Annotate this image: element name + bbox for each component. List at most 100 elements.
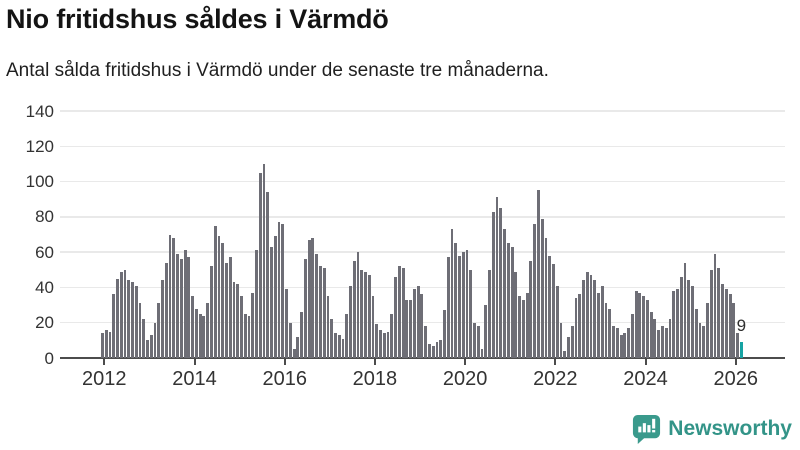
bar [386,331,390,358]
x-tick-label: 2024 [623,368,668,390]
x-tick-label: 2018 [352,368,398,390]
bar [116,278,119,358]
bar [217,236,221,358]
bar [209,266,213,358]
bar [206,303,210,358]
bar [724,289,728,358]
bar [345,313,349,358]
bar [322,268,326,358]
bar [623,333,627,358]
bar [431,345,435,358]
bar [559,322,563,358]
bar [563,350,567,358]
bar [634,290,638,358]
bar [518,296,522,358]
bar [262,163,266,358]
bar [303,259,307,358]
bar [484,305,488,358]
bar [371,296,375,358]
bar [318,266,322,358]
bar [638,292,642,358]
bar [465,250,469,358]
bar [582,280,585,358]
bar [653,319,657,358]
highlighted-bar [739,342,743,358]
bar [717,268,721,358]
bar [506,243,510,358]
x-tick-label: 2012 [82,368,127,390]
x-axis-tick [373,359,376,365]
bar [198,313,202,358]
x-tick-label: 2020 [442,368,488,390]
bar [288,322,292,358]
bar [285,289,288,358]
bar [469,269,473,358]
bar [600,285,604,358]
x-tick-label: 2016 [262,368,307,390]
x-axis-tick [103,359,106,365]
bar [593,280,597,358]
bar [334,333,337,358]
bar [420,294,424,358]
bar [510,246,514,358]
bar [236,283,240,358]
bar [277,222,281,358]
newsworthy-logo-text: Newsworthy [668,416,792,440]
bar [341,338,345,358]
bar [394,276,397,358]
bar [687,280,691,358]
bar [138,303,142,358]
bar [736,333,740,358]
bar [281,223,285,358]
y-tick-label: 0 [44,348,54,368]
bar [615,328,619,358]
bar [292,349,296,358]
bar [356,252,360,358]
bar [503,229,506,358]
bar [713,253,717,358]
bar [604,303,608,358]
bar [585,271,589,358]
bar [364,271,367,358]
bar [142,319,146,358]
gridline [60,145,785,148]
bar [491,211,495,358]
x-axis-tick [283,359,286,365]
bar [221,243,225,358]
bar [552,264,555,358]
y-tick-label: 100 [25,172,54,192]
bar [382,333,386,358]
bar [619,335,623,358]
bar [255,250,258,358]
gridline [60,180,785,183]
bar [240,296,243,358]
bar [533,223,537,358]
bar [266,192,270,358]
bar [397,266,401,358]
bar [732,303,736,358]
bar [352,260,356,358]
bar [514,271,518,358]
bar [570,326,574,358]
bar [379,329,382,358]
bar [574,298,578,358]
last-bar-value-label: 9 [736,316,747,336]
bar [691,285,694,358]
bar [683,262,687,358]
bar [548,255,552,358]
bar [194,308,198,358]
bar [612,326,615,358]
bar [473,322,476,358]
bar [127,280,131,358]
newsworthy-logo-icon [631,413,662,444]
bar [243,313,247,358]
bar [446,257,450,358]
bar [409,299,413,358]
newsworthy-logo[interactable]: Newsworthy [631,413,792,444]
bar [258,172,262,358]
bar [597,292,600,358]
bar [416,285,420,358]
bar [698,322,702,358]
bar [664,328,668,358]
